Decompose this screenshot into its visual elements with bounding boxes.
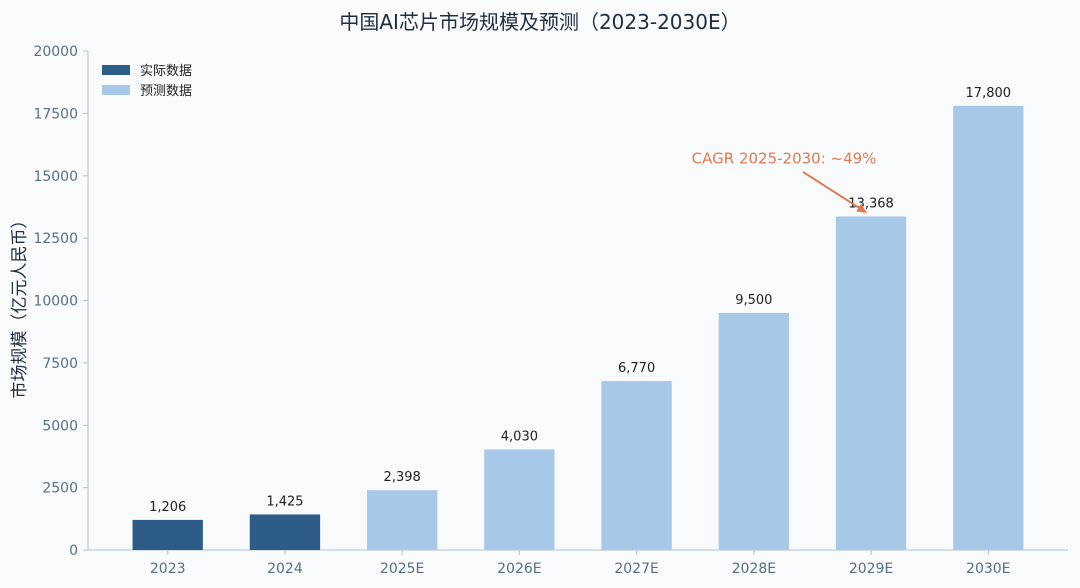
data-label-2027E: 6,770 <box>618 361 655 376</box>
x-tick-label-2027E: 2027E <box>614 561 658 577</box>
y-tick-label-2500: 2500 <box>42 481 78 497</box>
legend-swatch-actual <box>102 65 130 75</box>
data-label-2029E: 13,368 <box>848 196 894 211</box>
data-label-2025E: 2,398 <box>384 470 421 485</box>
axes: 0 2500 5000 7500 10000 12500 15000 17500 20000 20… <box>33 44 1068 577</box>
bar-2026E <box>484 449 555 550</box>
legend: 实际数据 预测数据 <box>102 64 192 99</box>
bar-2028E <box>718 312 790 550</box>
data-label-2026E: 4,030 <box>501 429 538 444</box>
x-tick-label-2029E: 2029E <box>849 561 893 577</box>
bar-2023 <box>132 519 203 550</box>
y-tick-label-15000: 15000 <box>33 169 78 185</box>
y-tick-label-17500: 17500 <box>33 106 78 122</box>
x-tick-label-2023: 2023 <box>150 561 186 577</box>
y-tick-label-7500: 7500 <box>42 356 78 372</box>
data-label-2023: 1,206 <box>149 500 186 515</box>
data-label-2030E: 17,800 <box>966 86 1012 101</box>
y-tick-label-10000: 10000 <box>33 294 78 310</box>
bar-2025E <box>366 490 438 550</box>
bars <box>132 105 1024 551</box>
x-tick-label-2025E: 2025E <box>380 561 424 577</box>
x-tick-label-2024: 2024 <box>267 561 303 577</box>
data-labels: 1,206 1,425 2,398 4,030 6,770 9,500 13,368 17,8… <box>149 86 1011 515</box>
legend-swatch-forecast <box>102 85 130 95</box>
chart-title: 中国AI芯片市场规模及预测（2023-2030E） <box>339 10 740 34</box>
y-tick-label-12500: 12500 <box>33 231 78 247</box>
cagr-annotation-group: CAGR 2025-2030: ~49% <box>692 149 877 213</box>
bar-2024 <box>249 514 321 550</box>
legend-label-forecast: 预测数据 <box>140 84 192 99</box>
y-axis-label: 市场规模（亿元人民币） <box>10 212 30 399</box>
cagr-annotation-text: CAGR 2025-2030: ~49% <box>692 149 877 167</box>
cagr-arrow-head <box>856 203 868 213</box>
data-label-2024: 1,425 <box>266 494 303 509</box>
legend-label-actual: 实际数据 <box>140 64 192 79</box>
bar-2027E <box>601 381 672 550</box>
data-label-2028E: 9,500 <box>735 293 772 308</box>
x-tick-label-2026E: 2026E <box>497 561 541 577</box>
bar-2029E <box>835 216 907 551</box>
x-tick-label-2028E: 2028E <box>732 561 776 577</box>
cagr-arrow-line <box>802 171 860 209</box>
x-tick-label-2030E: 2030E <box>966 561 1010 577</box>
y-tick-label-5000: 5000 <box>42 418 78 434</box>
bar-2030E <box>953 105 1024 550</box>
y-tick-label-0: 0 <box>69 543 78 559</box>
y-tick-label-20000: 20000 <box>33 44 78 60</box>
